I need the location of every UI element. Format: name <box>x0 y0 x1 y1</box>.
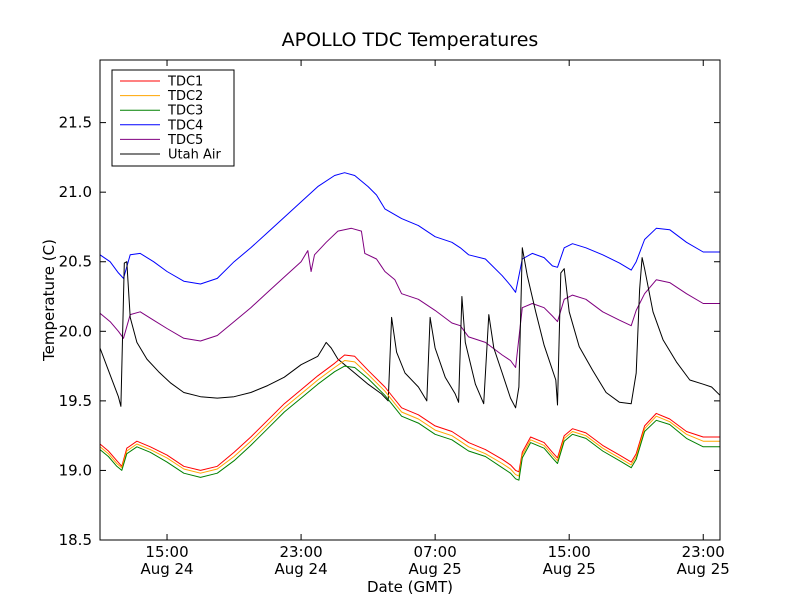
y-axis-label: Temperature (C) <box>40 239 58 362</box>
series-line-utah-air <box>99 247 721 409</box>
legend-label-tdc2: TDC2 <box>167 89 203 104</box>
series-line-tdc3 <box>99 365 720 481</box>
x-tick-label-date: Aug 24 <box>140 560 193 578</box>
x-tick-label-date: Aug 24 <box>275 560 328 578</box>
y-tick-label: 20.0 <box>59 322 92 340</box>
legend-label-tdc1: TDC1 <box>167 75 203 90</box>
series-line-tdc2 <box>99 360 720 477</box>
legend-box <box>111 69 235 167</box>
series-line-tdc5 <box>99 227 720 368</box>
y-axis: 18.5 19.0 19.5 20.0 20.5 21.0 21.5 <box>59 114 720 549</box>
y-tick-label: 21.5 <box>59 114 92 132</box>
y-tick-label: 20.5 <box>59 253 92 271</box>
x-tick-label-time: 15:00 <box>548 543 591 561</box>
y-tick-label: 19.5 <box>59 392 92 410</box>
x-tick-label-date: Aug 25 <box>543 560 596 578</box>
y-tick-label: 21.0 <box>59 183 92 201</box>
x-tick-label-time: 23:00 <box>279 543 322 561</box>
plot-frame <box>99 59 721 541</box>
x-tick-label-date: Aug 25 <box>409 560 462 578</box>
legend-label-utah-air: Utah Air <box>168 148 221 163</box>
legend-label-tdc5: TDC5 <box>167 133 203 148</box>
legend-label-tdc4: TDC4 <box>167 118 203 133</box>
chart-title: APOLLO TDC Temperatures <box>282 29 539 51</box>
x-tick-label-time: 23:00 <box>682 543 725 561</box>
x-tick-label-date: Aug 25 <box>677 560 730 578</box>
x-tick-label-time: 15:00 <box>145 543 188 561</box>
series-line-tdc4 <box>99 172 720 293</box>
y-tick-label: 19.0 <box>59 461 92 479</box>
y-tick-label: 18.5 <box>59 531 92 549</box>
series-line-tdc1 <box>99 354 720 473</box>
series-layer <box>99 172 721 481</box>
x-axis-label: Date (GMT) <box>367 578 453 596</box>
x-tick-label-time: 07:00 <box>414 543 457 561</box>
legend-label-tdc3: TDC3 <box>167 104 203 119</box>
